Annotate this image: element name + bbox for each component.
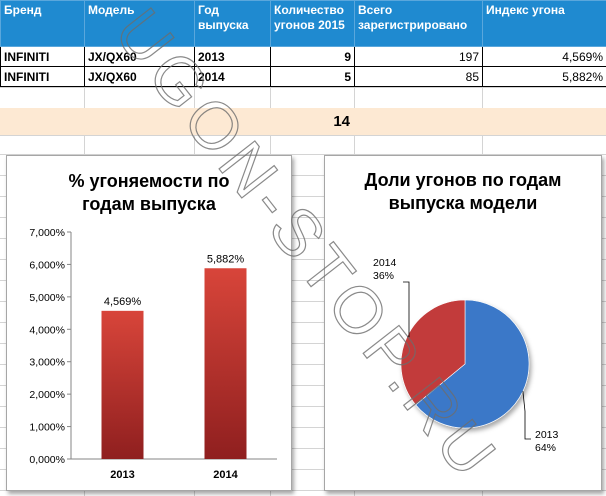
header-year[interactable]: Год выпуска	[194, 0, 271, 47]
table-row: INFINITI JX/QX60 2013 9 197 4,569%	[0, 46, 606, 67]
theft-data-table: Бренд Модель Год выпуска Количество угон…	[0, 0, 606, 87]
cell-theft-count[interactable]: 9	[270, 46, 355, 67]
grid-row-line	[0, 385, 606, 386]
data-label-bg	[98, 292, 147, 308]
header-theft-count[interactable]: Количество угонов 2015	[270, 0, 355, 47]
pie-leader-line	[522, 391, 531, 440]
cell-year[interactable]: 2013	[194, 46, 271, 67]
cell-registered[interactable]: 197	[354, 46, 483, 67]
grid-row-line	[0, 196, 606, 197]
grid-row-line	[0, 280, 606, 281]
bar-chart-theft-rate[interactable]: % угоняемости по годам выпуска 0,000% 1,0…	[6, 155, 292, 491]
data-label-bg	[201, 250, 250, 266]
bar-2014[interactable]	[204, 268, 247, 459]
header-registered[interactable]: Всего зарегистрировано	[354, 0, 483, 47]
pie-label-year: 2014	[373, 257, 397, 269]
table-header-row: Бренд Модель Год выпуска Количество угон…	[0, 0, 606, 47]
y-tick-label: 2,000%	[29, 389, 65, 401]
y-tick-label: 5,000%	[29, 292, 65, 304]
grid-row-line	[0, 322, 606, 323]
cell-year[interactable]: 2014	[194, 66, 271, 87]
grid-row-line	[0, 469, 606, 470]
x-tick-label: 2014	[213, 469, 238, 481]
y-tick-label: 1,000%	[29, 422, 65, 434]
bar-chart-plot: 0,000% 1,000% 2,000% 3,000% 4,000% 5,000% 6,00…	[29, 227, 277, 481]
grid-row-line	[0, 175, 606, 176]
y-tick-label: 4,000%	[29, 324, 65, 336]
grid-row-line	[0, 301, 606, 302]
header-theft-index[interactable]: Индекс угона	[482, 0, 606, 47]
table-row: INFINITI JX/QX60 2014 5 85 5,882%	[0, 66, 606, 87]
cell-theft-index[interactable]: 5,882%	[482, 66, 606, 87]
cell-brand[interactable]: INFINITI	[0, 46, 85, 67]
pie-chart-theft-share[interactable]: Доли угонов по годам выпуска модели 2013…	[324, 155, 602, 491]
header-model[interactable]: Модель	[84, 0, 195, 47]
y-tick-label: 3,000%	[29, 357, 65, 369]
cell-registered[interactable]: 85	[354, 66, 483, 87]
cell-model[interactable]: JX/QX60	[84, 46, 195, 67]
grid-row-line	[0, 238, 606, 239]
bar-data-label: 4,569%	[104, 296, 142, 308]
cell-theft-index[interactable]: 4,569%	[482, 46, 606, 67]
total-thefts-cell[interactable]: 14	[270, 108, 354, 135]
pie-leader-line	[403, 281, 410, 338]
pie-slice-2013[interactable]	[415, 299, 530, 429]
grid-row-line	[0, 448, 606, 449]
pie-chart-title: Доли угонов по годам выпуска модели	[364, 170, 562, 213]
y-tick-label: 7,000%	[29, 227, 65, 239]
cell-brand[interactable]: INFINITI	[0, 66, 85, 87]
y-tick-label: 0,000%	[29, 454, 65, 466]
header-brand[interactable]: Бренд	[0, 0, 85, 47]
grid-row-line	[0, 490, 606, 491]
bar-2013[interactable]	[101, 310, 144, 459]
grid-row-line	[0, 135, 606, 136]
grid-row-line	[0, 154, 606, 155]
cell-model[interactable]: JX/QX60	[84, 66, 195, 87]
cell-theft-count[interactable]: 5	[270, 66, 355, 87]
bar-data-label: 5,882%	[207, 253, 245, 265]
x-tick-label: 2013	[110, 469, 134, 481]
grid-row-line	[0, 259, 606, 260]
pie-label-pct: 64%	[535, 442, 556, 454]
grid-row-line	[0, 87, 606, 88]
grid-row-line	[0, 217, 606, 218]
bar-chart-title: % угоняемости по годам выпуска	[68, 171, 230, 214]
grid-row-line	[0, 406, 606, 407]
y-tick-label: 6,000%	[29, 259, 65, 271]
pie-label-year: 2013	[535, 429, 559, 441]
grid-row-line	[0, 364, 606, 365]
grid-row-line	[0, 427, 606, 428]
grid-row-line	[0, 343, 606, 344]
pie-label-pct: 36%	[373, 270, 394, 282]
